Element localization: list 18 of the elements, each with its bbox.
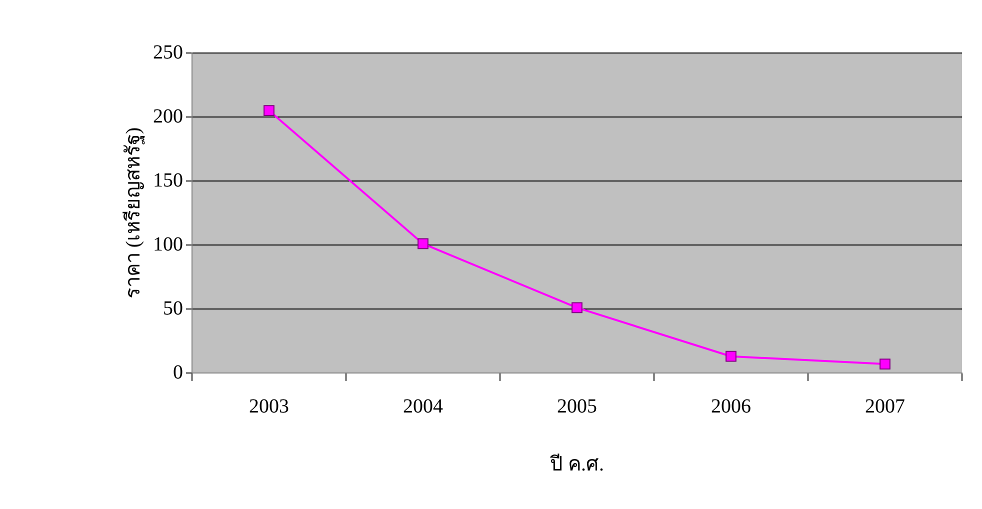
point [264, 105, 274, 116]
y-tick-label: 200 [153, 105, 183, 128]
y-tick-label: 0 [173, 361, 183, 384]
y-axis-title: ราคา (เหรียญสหรัฐ) [122, 127, 144, 299]
y-tick-label: 50 [163, 297, 183, 320]
y-tick-label: 250 [153, 41, 183, 64]
x-tick-label: 2005 [557, 395, 597, 418]
y-tick-label: 100 [153, 233, 183, 256]
point [880, 358, 890, 370]
point [726, 350, 736, 362]
x-tick-label: 2003 [249, 395, 289, 418]
point [572, 302, 582, 314]
x-tick-label: 2004 [403, 395, 443, 418]
y-tick-label: 150 [153, 169, 183, 192]
x-tick-label: 2007 [865, 395, 905, 418]
point [418, 238, 428, 250]
x-tick-label: 2006 [711, 395, 751, 418]
x-axis-title: ปี ค.ศ. [550, 453, 604, 476]
